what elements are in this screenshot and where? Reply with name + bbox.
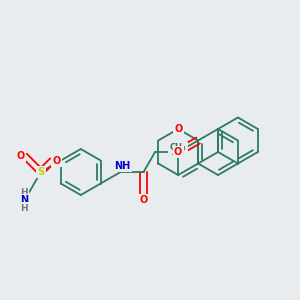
Text: N: N (20, 195, 28, 205)
Text: CH₃: CH₃ (170, 143, 187, 152)
Text: O: O (174, 147, 182, 157)
Text: O: O (174, 124, 182, 134)
Text: H: H (20, 203, 28, 212)
Text: O: O (170, 147, 178, 157)
Text: H: H (20, 188, 28, 196)
Text: O: O (140, 195, 148, 205)
Text: S: S (37, 167, 44, 177)
Text: O: O (16, 151, 25, 161)
Text: O: O (52, 155, 60, 166)
Text: NH: NH (114, 161, 131, 171)
